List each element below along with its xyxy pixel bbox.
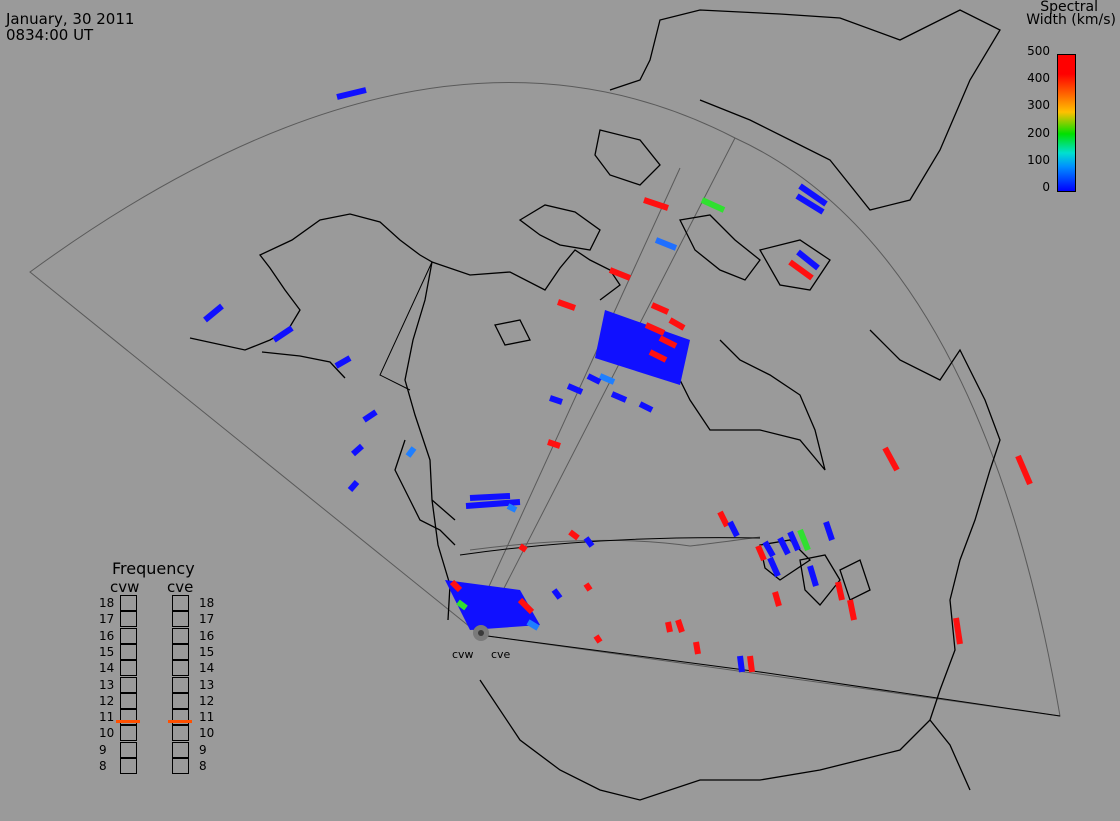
frequency-box-left bbox=[120, 660, 137, 677]
frequency-level-label-left: 14 bbox=[99, 661, 115, 676]
frequency-level-label-left: 12 bbox=[99, 693, 115, 708]
colorbar-gradient bbox=[1057, 54, 1076, 192]
frequency-box-right bbox=[172, 660, 189, 677]
frequency-level-label-right: 13 bbox=[199, 677, 215, 692]
frequency-box-left bbox=[120, 627, 137, 644]
frequency-box-right bbox=[172, 595, 189, 611]
frequency-box-right bbox=[172, 676, 189, 693]
frequency-box-left bbox=[120, 725, 137, 742]
fov-outline bbox=[29, 82, 1061, 717]
site-label-east: cve bbox=[491, 648, 511, 661]
colorbar-tick-label: 500 bbox=[1027, 44, 1050, 58]
colorbar-title-line1: Spectral bbox=[1040, 0, 1098, 15]
colorbar-tick-label: 200 bbox=[1027, 125, 1050, 140]
frequency-marker-left bbox=[116, 719, 140, 723]
frequency-level-label-left: 17 bbox=[99, 612, 115, 627]
frequency-level-label-left: 11 bbox=[99, 710, 115, 725]
scatter-echoes bbox=[203, 87, 1033, 673]
frequency-box-right bbox=[172, 725, 189, 742]
coastlines bbox=[189, 9, 1001, 801]
date-label: January, 30 2011 bbox=[6, 10, 135, 28]
site-label-west: cvw bbox=[452, 648, 474, 661]
frequency-level-label-left: 16 bbox=[99, 628, 115, 643]
frequency-level-label-right: 9 bbox=[199, 742, 207, 757]
frequency-box-left bbox=[120, 692, 137, 709]
frequency-box-left bbox=[120, 741, 137, 758]
frequency-radar-right-label: cve bbox=[167, 578, 194, 596]
frequency-level-label-right: 14 bbox=[199, 661, 215, 676]
frequency-radar-left-label: cvw bbox=[110, 578, 140, 596]
colorbar-title-line2: Width (km/s) bbox=[1026, 12, 1116, 28]
frequency-level-label-right: 10 bbox=[199, 726, 215, 741]
frequency-level-label-right: 16 bbox=[199, 628, 215, 643]
frequency-level-label-left: 10 bbox=[99, 726, 115, 741]
frequency-box-right bbox=[172, 692, 189, 709]
frequency-box-right bbox=[172, 709, 189, 726]
fov-beams bbox=[469, 137, 761, 636]
frequency-level-label-right: 12 bbox=[199, 693, 215, 708]
frequency-level-label-left: 18 bbox=[99, 596, 115, 610]
frequency-level-label-right: 18 bbox=[199, 596, 215, 610]
frequency-box-left bbox=[120, 611, 137, 628]
frequency-level-label-left: 13 bbox=[99, 677, 115, 692]
colorbar-tick-label: 0 bbox=[1042, 180, 1050, 194]
colorbar-tick-label: 100 bbox=[1027, 152, 1050, 167]
borders bbox=[379, 261, 1061, 717]
frequency-level-label-right: 11 bbox=[199, 710, 215, 725]
frequency-box-right bbox=[172, 758, 189, 774]
frequency-box-left bbox=[120, 709, 137, 726]
time-label: 0834:00 UT bbox=[6, 26, 94, 44]
frequency-box-left bbox=[120, 676, 137, 693]
frequency-box-left bbox=[120, 643, 137, 660]
frequency-level-label-left: 8 bbox=[99, 759, 107, 773]
frequency-level-label-right: 8 bbox=[199, 759, 207, 773]
frequency-box-right bbox=[172, 627, 189, 644]
frequency-box-right bbox=[172, 611, 189, 628]
colorbar-tick-label: 300 bbox=[1027, 98, 1050, 113]
frequency-box-right bbox=[172, 741, 189, 758]
frequency-level-label-left: 15 bbox=[99, 644, 115, 659]
frequency-level-label-left: 9 bbox=[99, 742, 107, 757]
colorbar-tick-label: 400 bbox=[1027, 71, 1050, 86]
frequency-box-left bbox=[120, 758, 137, 774]
frequency-title: Frequency bbox=[112, 559, 195, 578]
frequency-marker-right bbox=[168, 719, 192, 723]
frequency-box-right bbox=[172, 643, 189, 660]
frequency-level-label-right: 17 bbox=[199, 612, 215, 627]
frequency-level-label-right: 15 bbox=[199, 644, 215, 659]
frequency-box-left bbox=[120, 595, 137, 611]
